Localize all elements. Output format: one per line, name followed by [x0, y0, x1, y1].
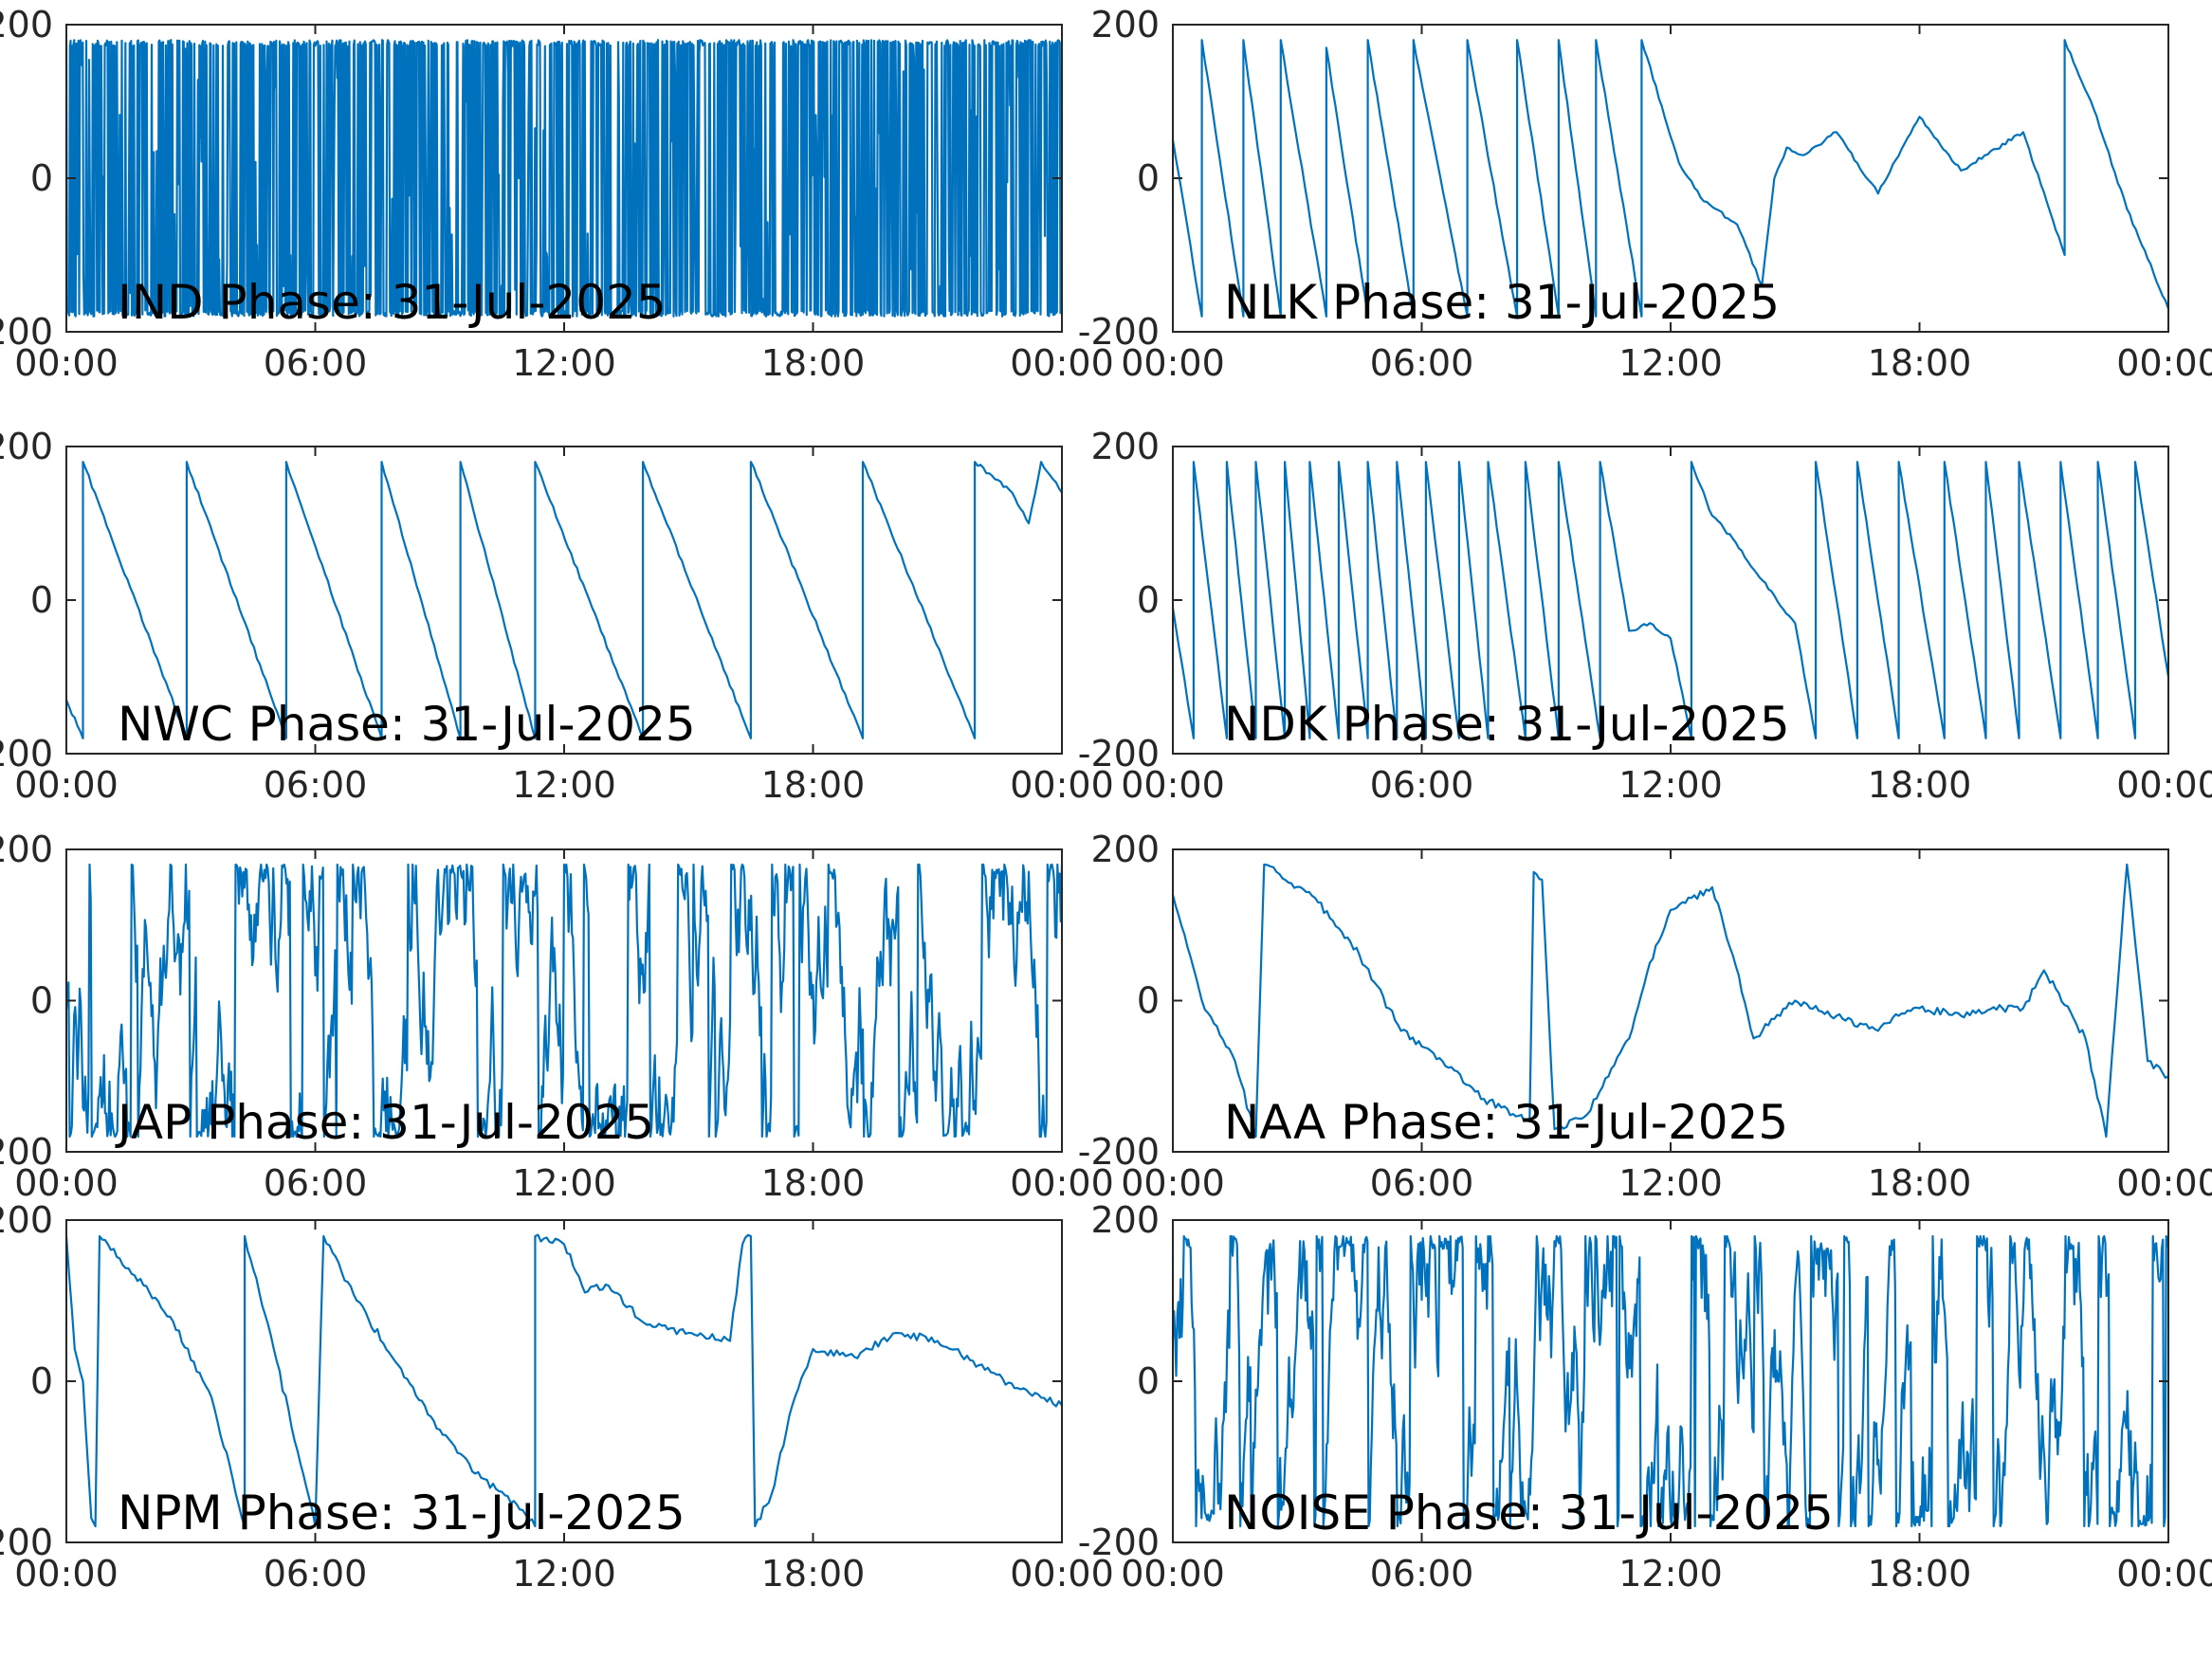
x-tick-label: 00:00 [14, 1553, 119, 1595]
x-tick-label: 00:00 [14, 1162, 119, 1204]
x-tick-label: 00:00 [1010, 342, 1114, 384]
x-tick-label: 12:00 [512, 764, 616, 806]
x-tick-label: 18:00 [761, 1162, 866, 1204]
x-tick-label: 00:00 [1010, 1553, 1114, 1595]
x-tick-label: 06:00 [1370, 1162, 1474, 1204]
x-tick-label: 18:00 [1868, 764, 1972, 806]
x-tick-label: 06:00 [1370, 342, 1474, 384]
y-tick-label: 0 [30, 980, 53, 1022]
x-tick-label: 12:00 [512, 1162, 616, 1204]
y-tick-label: 200 [0, 829, 53, 870]
series-line-noise [1171, 1234, 2170, 1528]
series-line-npm [64, 1233, 1064, 1528]
x-tick-label: 12:00 [512, 342, 616, 384]
series-line-ind [64, 39, 1064, 318]
x-tick-label: 06:00 [1370, 764, 1474, 806]
y-tick-label: -200 [0, 311, 53, 353]
y-tick-label: 200 [1090, 1199, 1160, 1241]
y-tick-label: -200 [1078, 1522, 1160, 1563]
x-tick-label: 12:00 [512, 1553, 616, 1595]
x-tick-label: 00:00 [1010, 764, 1114, 806]
y-tick-label: 0 [30, 1360, 53, 1402]
x-tick-label: 06:00 [1370, 1553, 1474, 1595]
x-tick-label: 00:00 [2116, 764, 2212, 806]
panel-title: NWC Phase: 31-Jul-2025 [118, 697, 696, 752]
x-tick-label: 18:00 [1868, 342, 1972, 384]
y-tick-label: 0 [30, 579, 53, 621]
panel-title: NOISE Phase: 31-Jul-2025 [1224, 1486, 1834, 1540]
y-tick-label: 200 [0, 4, 53, 46]
x-tick-label: 00:00 [14, 764, 119, 806]
y-tick-label: 0 [1137, 980, 1160, 1022]
y-tick-label: -200 [1078, 311, 1160, 353]
y-tick-label: 200 [1090, 829, 1160, 870]
x-tick-label: 18:00 [1868, 1553, 1972, 1595]
y-tick-label: -200 [1078, 733, 1160, 775]
y-tick-label: 200 [1090, 4, 1160, 46]
x-tick-label: 18:00 [761, 1553, 866, 1595]
y-tick-label: 0 [1137, 579, 1160, 621]
x-tick-label: 00:00 [1121, 764, 1225, 806]
panel-title: NLK Phase: 31-Jul-2025 [1224, 275, 1780, 330]
x-tick-label: 18:00 [761, 342, 866, 384]
series-line-ndk [1171, 461, 2170, 739]
y-tick-label: 0 [1137, 1360, 1160, 1402]
y-tick-label: 200 [1090, 426, 1160, 467]
x-tick-label: 00:00 [1121, 342, 1225, 384]
panel-title: JAP Phase: 31-Jul-2025 [115, 1095, 654, 1150]
x-tick-label: 12:00 [1618, 764, 1723, 806]
x-tick-label: 12:00 [1618, 342, 1723, 384]
x-tick-label: 00:00 [1010, 1162, 1114, 1204]
y-tick-label: 0 [30, 157, 53, 199]
x-tick-label: 00:00 [2116, 1553, 2212, 1595]
panel-title: NAA Phase: 31-Jul-2025 [1224, 1095, 1788, 1150]
x-tick-label: 00:00 [1121, 1162, 1225, 1204]
y-tick-label: -200 [0, 1131, 53, 1173]
y-tick-label: -200 [0, 1522, 53, 1563]
x-tick-label: 18:00 [1868, 1162, 1972, 1204]
x-tick-label: 12:00 [1618, 1553, 1723, 1595]
x-tick-label: 00:00 [1121, 1553, 1225, 1595]
x-tick-label: 12:00 [1618, 1162, 1723, 1204]
x-tick-label: 00:00 [2116, 342, 2212, 384]
series-line-jap [64, 863, 1064, 1139]
x-tick-label: 06:00 [264, 342, 368, 384]
y-tick-label: -200 [0, 733, 53, 775]
panel-title: NDK Phase: 31-Jul-2025 [1224, 697, 1790, 752]
y-tick-label: 200 [0, 426, 53, 467]
x-tick-label: 06:00 [264, 1162, 368, 1204]
panel-title: IND Phase: 31-Jul-2025 [118, 275, 667, 330]
y-tick-label: -200 [1078, 1131, 1160, 1173]
x-tick-label: 18:00 [761, 764, 866, 806]
series-line-nwc [64, 461, 1064, 739]
x-tick-label: 06:00 [264, 764, 368, 806]
x-tick-label: 06:00 [264, 1553, 368, 1595]
x-tick-label: 00:00 [2116, 1162, 2212, 1204]
panel-title: NPM Phase: 31-Jul-2025 [118, 1486, 686, 1540]
x-tick-label: 00:00 [14, 342, 119, 384]
series-line-naa [1171, 863, 2170, 1139]
series-line-nlk [1171, 39, 2170, 318]
y-tick-label: 200 [0, 1199, 53, 1241]
y-tick-label: 0 [1137, 157, 1160, 199]
